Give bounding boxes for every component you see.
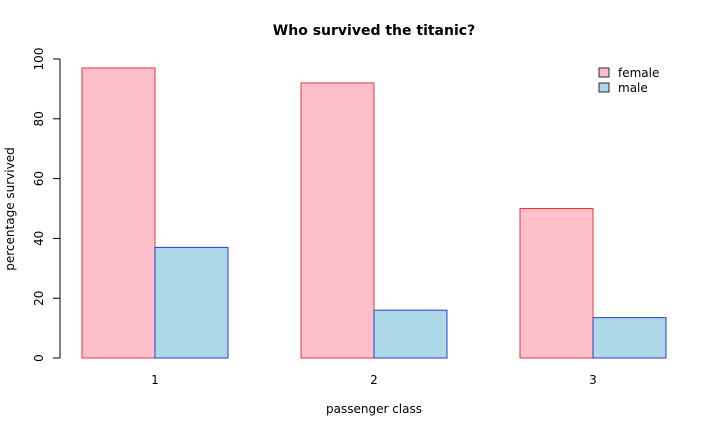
bars	[81, 67, 667, 359]
bar-male-class-1	[154, 246, 229, 359]
y-tick-label: 100	[32, 48, 46, 71]
legend-label-male: male	[618, 81, 648, 95]
bar-female-class-3	[519, 208, 594, 359]
x-axis-label: passenger class	[326, 402, 422, 416]
bar-female-class-2	[300, 82, 375, 359]
legend-swatch-female	[598, 67, 610, 78]
bar-male-class-3	[592, 317, 667, 359]
legend-swatch-male	[598, 82, 610, 93]
y-axis: 0 20 40 60 80 100	[32, 48, 61, 362]
y-tick-label: 20	[32, 291, 46, 306]
x-tick-label: 3	[589, 373, 597, 387]
x-tick-label: 2	[370, 373, 378, 387]
y-tick-label: 60	[32, 171, 46, 186]
x-tick-label: 1	[151, 373, 159, 387]
y-axis-label: percentage survived	[3, 147, 17, 270]
y-tick-label: 0	[32, 354, 46, 362]
bar-male-class-2	[373, 309, 448, 359]
y-tick-label: 80	[32, 111, 46, 126]
bar-female-class-1	[81, 67, 156, 359]
chart-title: Who survived the titanic?	[273, 23, 475, 39]
legend-label-female: female	[618, 66, 659, 80]
x-tick-labels: 1 2 3	[151, 373, 597, 387]
y-tick-label: 40	[32, 231, 46, 246]
